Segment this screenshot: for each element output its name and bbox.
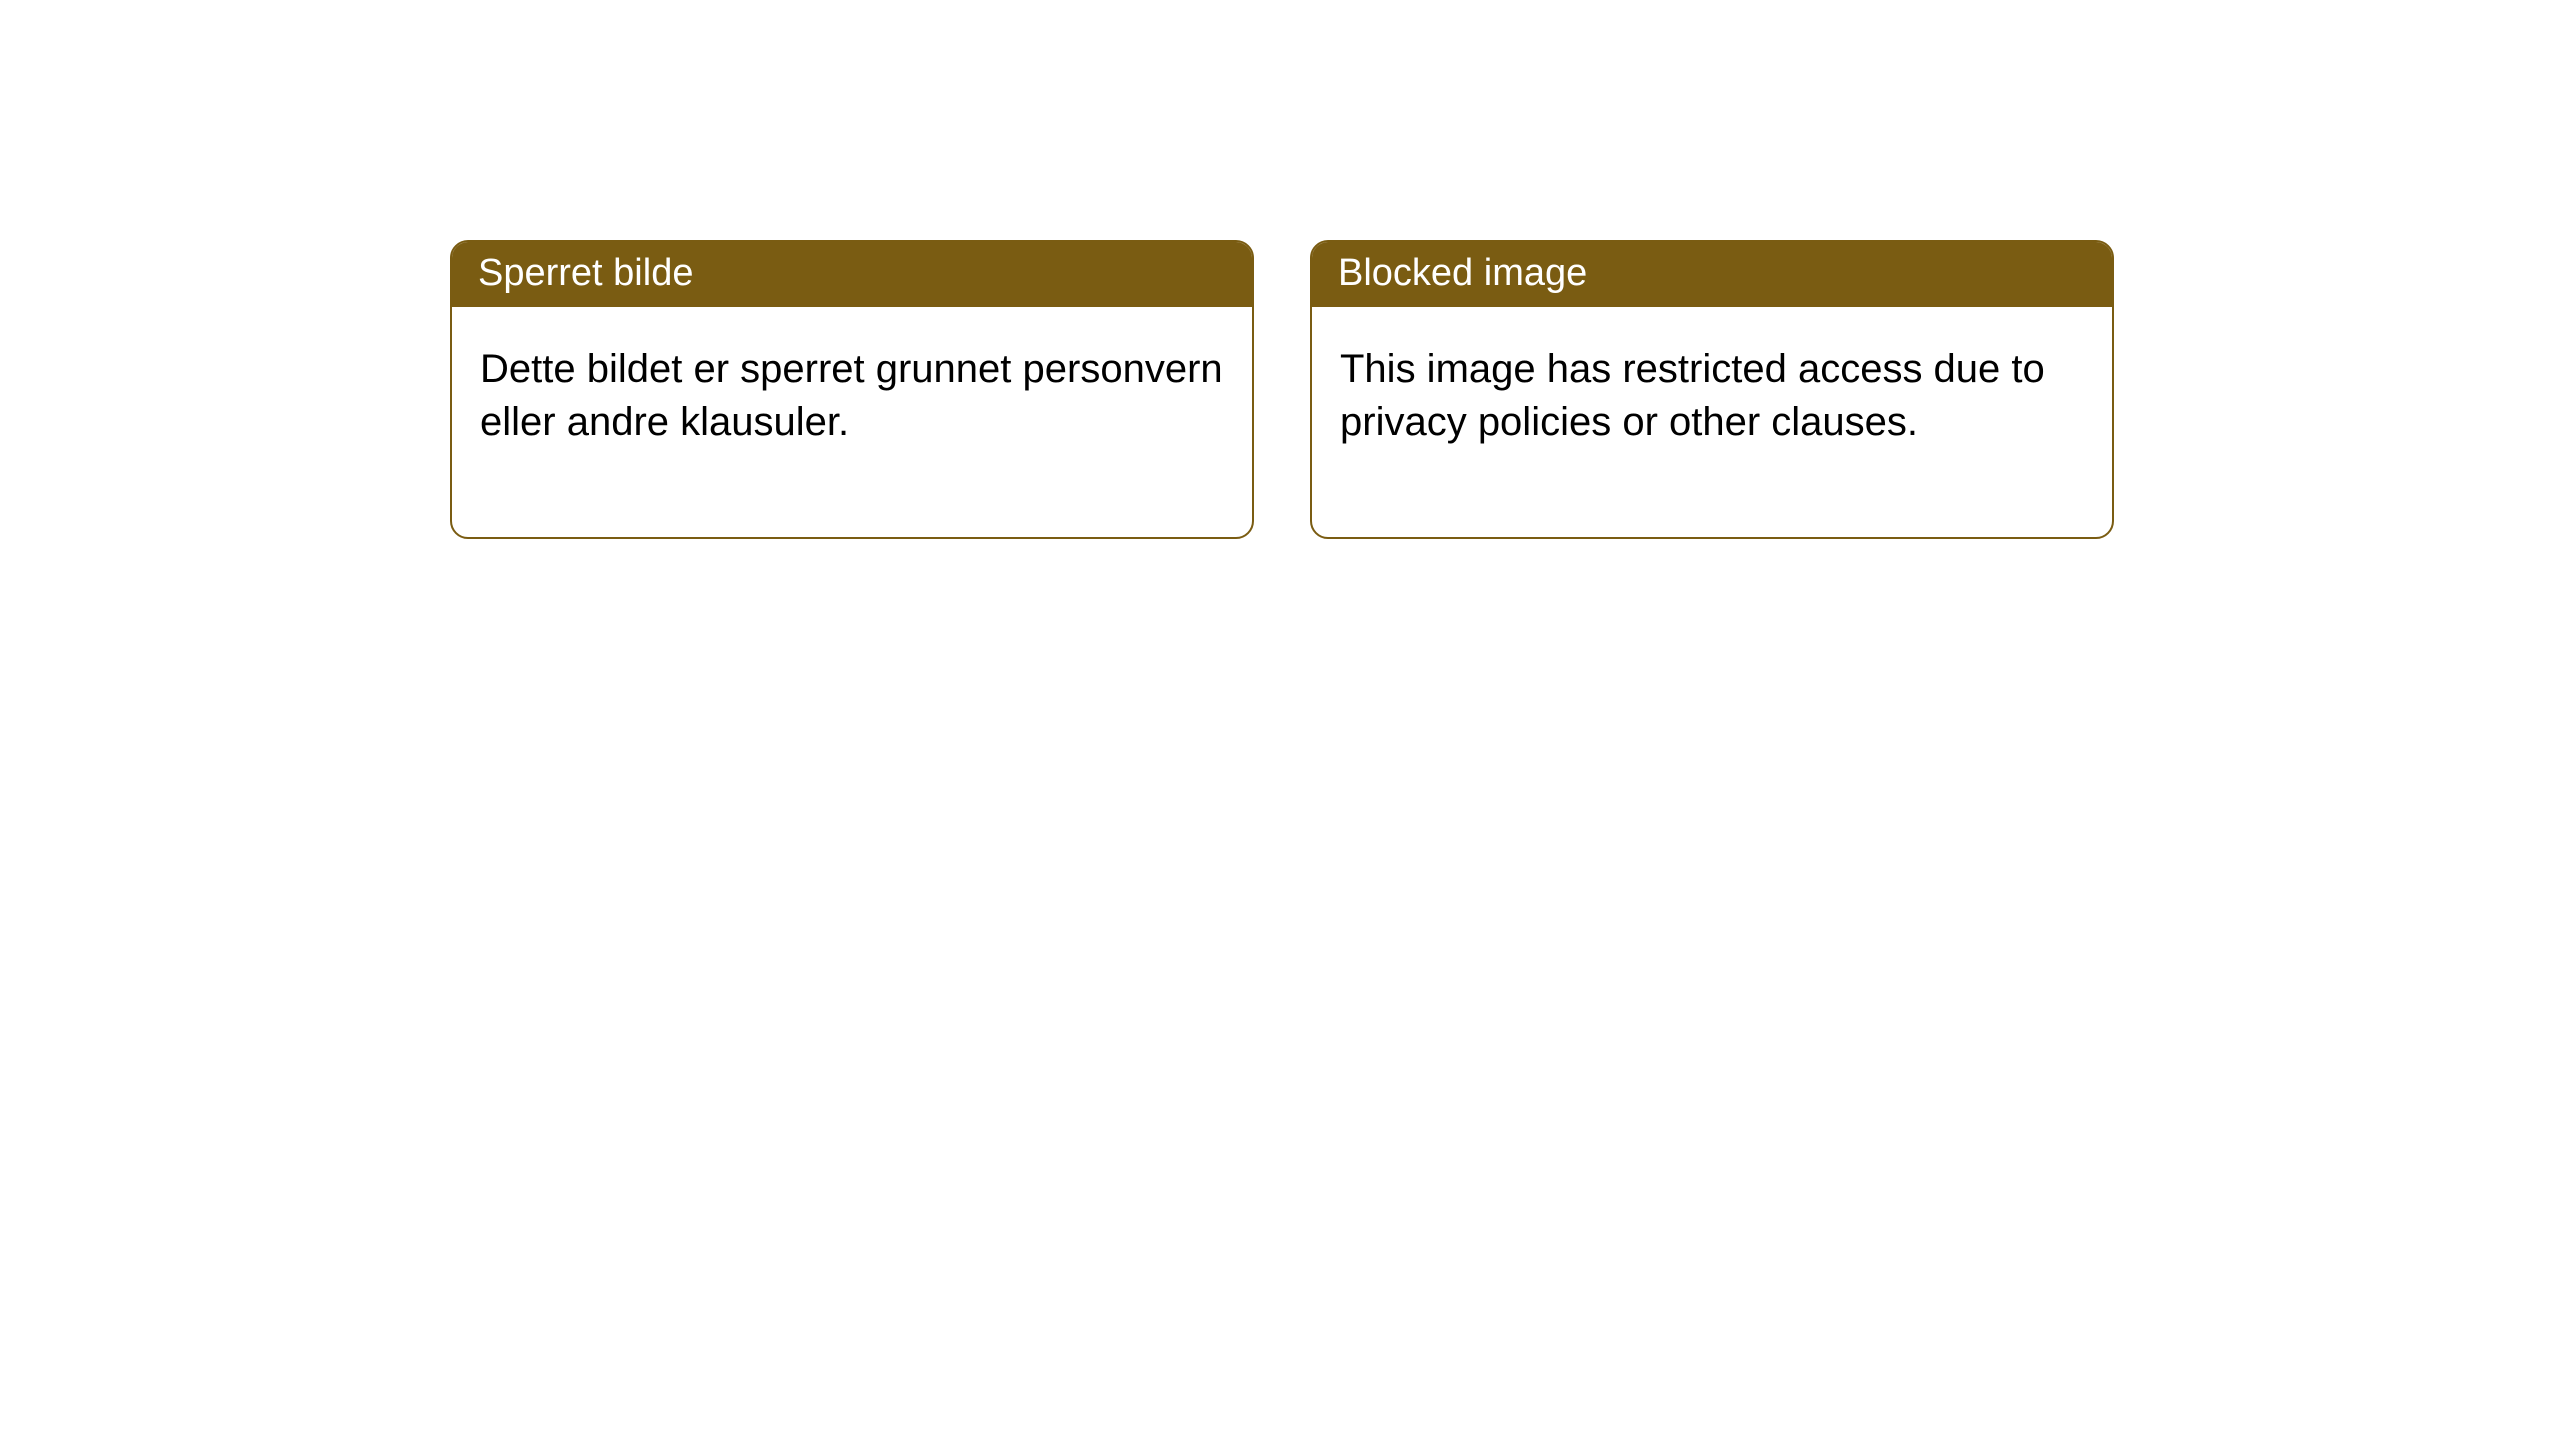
card-title: Blocked image: [1338, 252, 1587, 294]
card-message: This image has restricted access due to …: [1340, 347, 2045, 444]
card-header: Blocked image: [1312, 242, 2112, 307]
blocked-image-card-english: Blocked image This image has restricted …: [1310, 240, 2114, 539]
card-header: Sperret bilde: [452, 242, 1252, 307]
blocked-image-card-norwegian: Sperret bilde Dette bildet er sperret gr…: [450, 240, 1254, 539]
card-message: Dette bildet er sperret grunnet personve…: [480, 347, 1223, 444]
card-body: Dette bildet er sperret grunnet personve…: [452, 307, 1252, 537]
blocked-image-notice-container: Sperret bilde Dette bildet er sperret gr…: [450, 240, 2560, 539]
card-title: Sperret bilde: [478, 252, 693, 294]
card-body: This image has restricted access due to …: [1312, 307, 2112, 537]
